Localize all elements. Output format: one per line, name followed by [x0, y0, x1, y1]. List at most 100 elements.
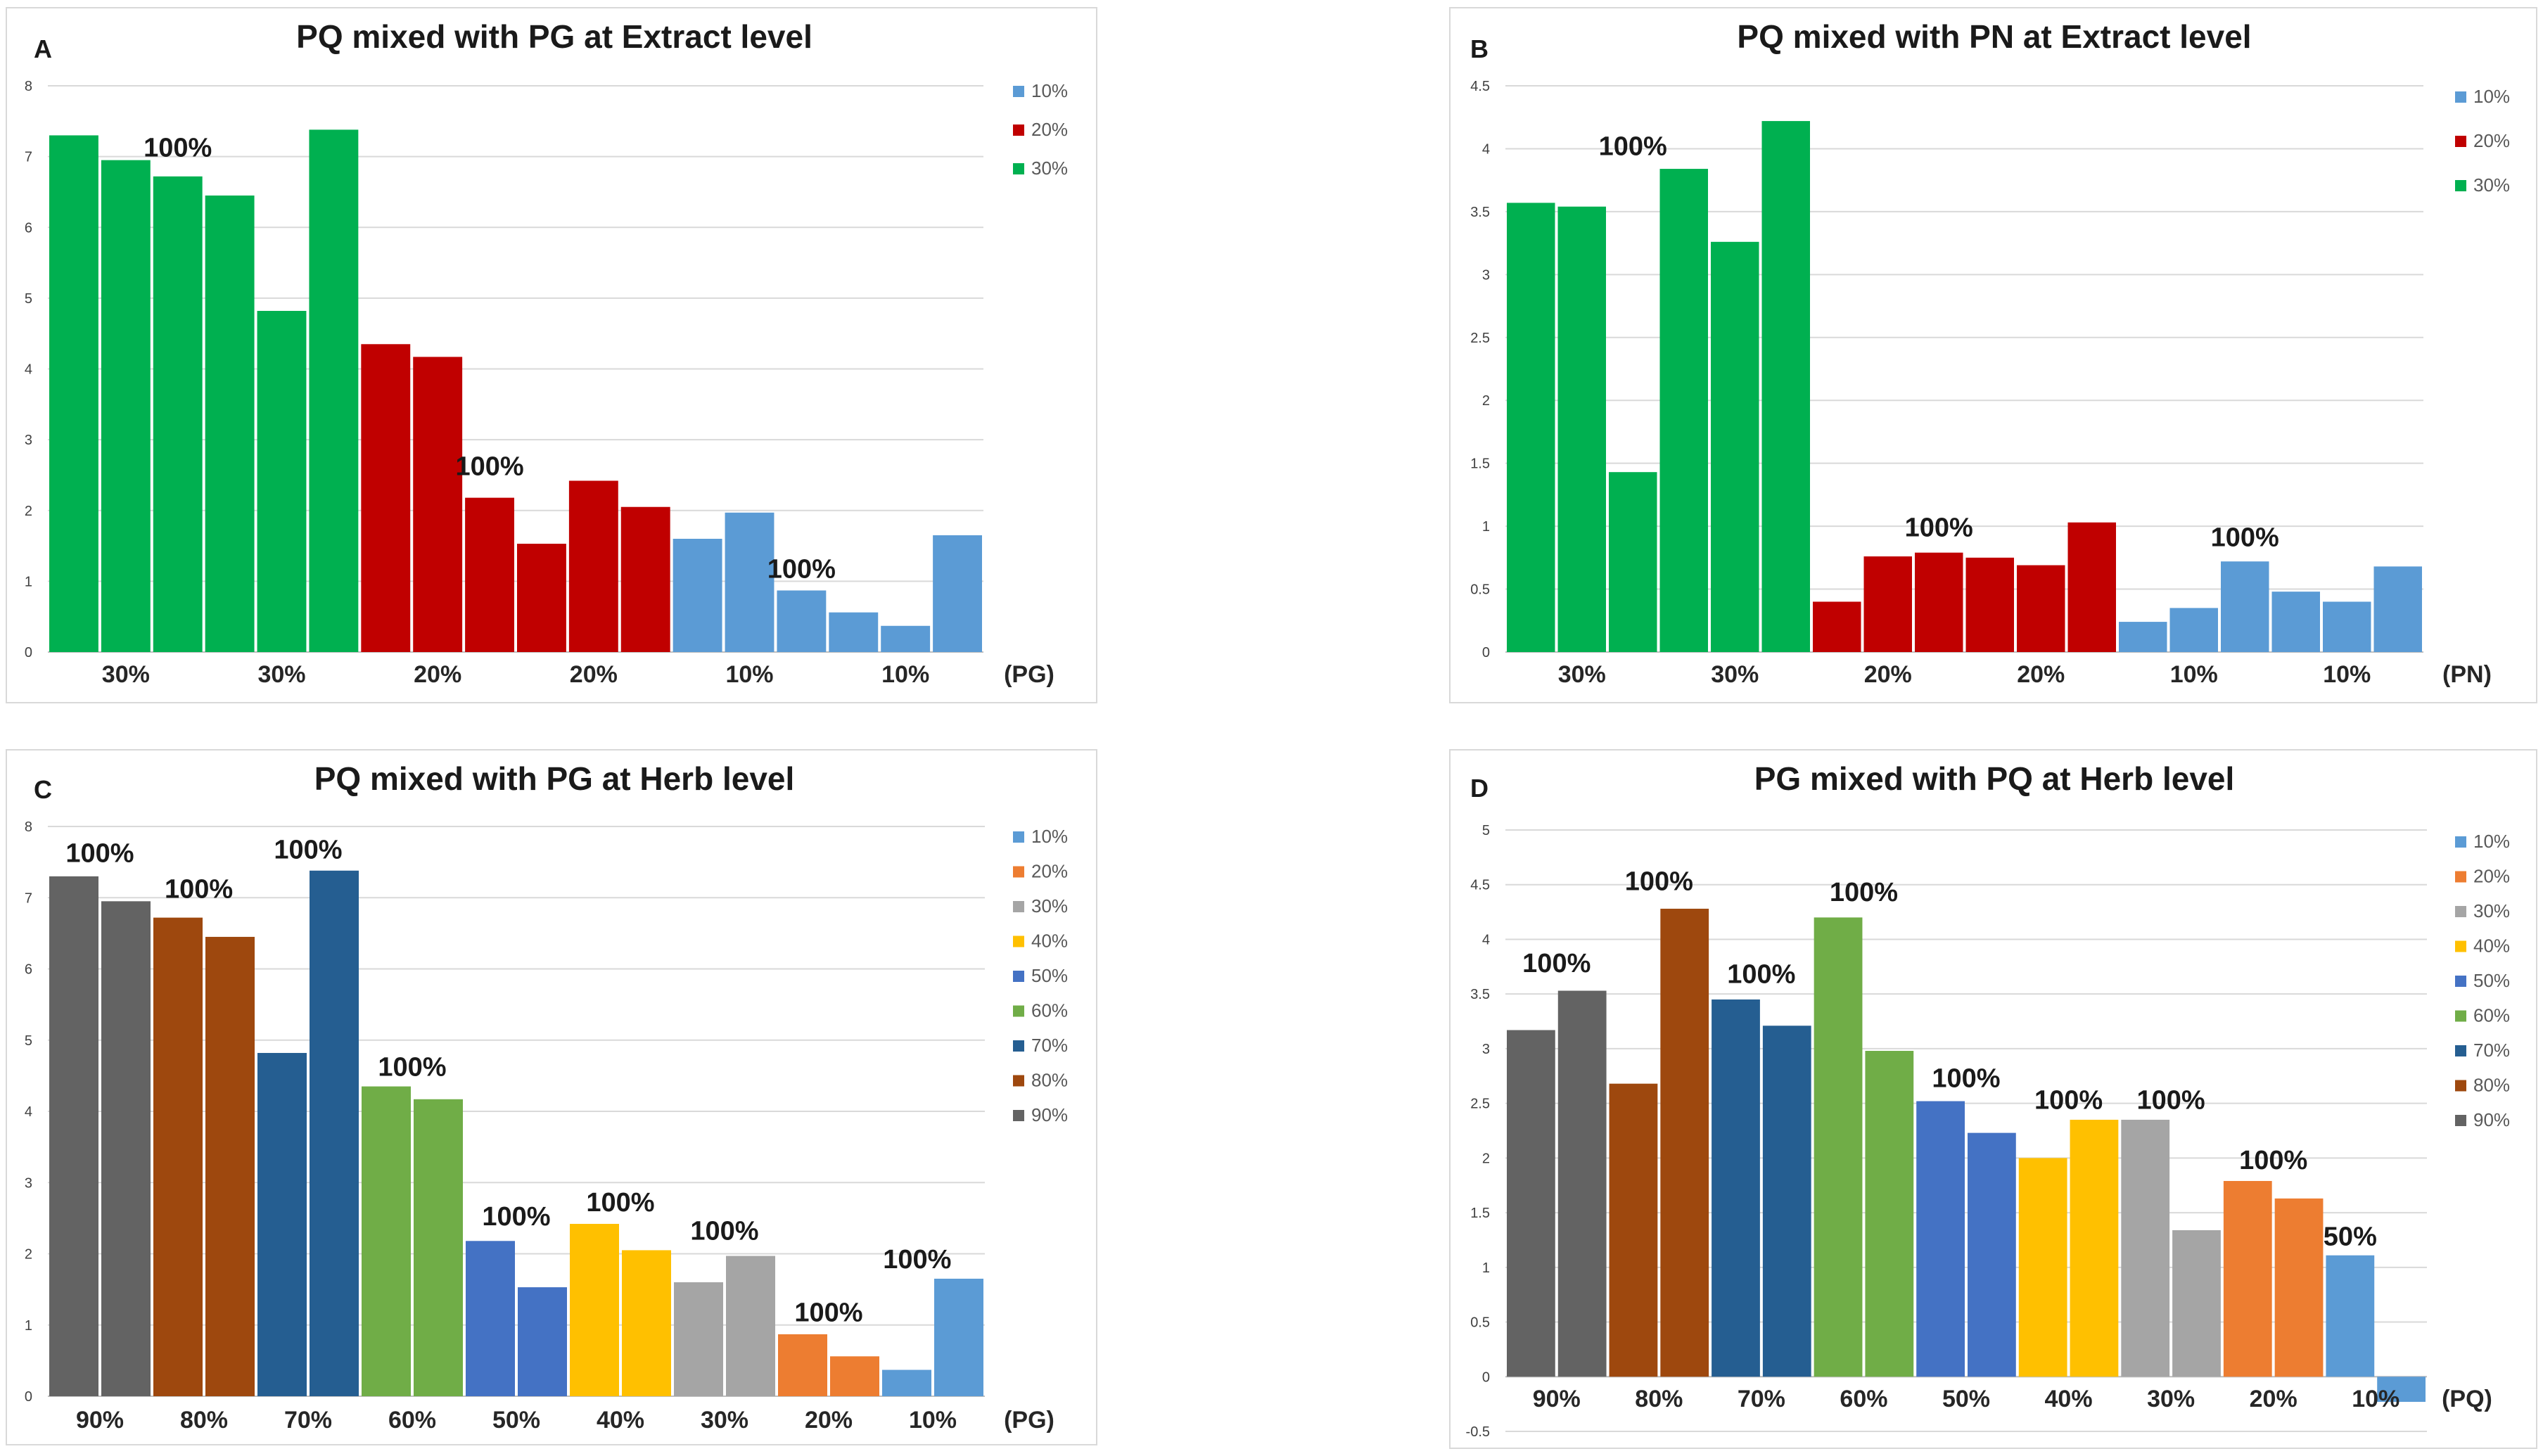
- bar: [1968, 1132, 2016, 1377]
- legend-label: 10%: [2473, 86, 2510, 107]
- bar: [568, 480, 618, 652]
- chart-svg-b: 0 0.5 1 1.5 2 2.5 3 3.5 4 4.5 30% 30% 20% 20% 10% 10% (P…: [1449, 7, 2537, 703]
- y-tick-label: 0: [25, 1389, 32, 1405]
- chart-title: PQ mixed with PN at Extract level: [1737, 18, 2251, 55]
- bar: [2373, 566, 2422, 652]
- bar: [1507, 1030, 1555, 1377]
- bar: [726, 1256, 775, 1396]
- x-tick-label: 90%: [1533, 1386, 1581, 1412]
- data-annotation: 100%: [2034, 1085, 2103, 1115]
- bar: [1865, 1051, 1914, 1377]
- bar: [2377, 1377, 2426, 1403]
- x-axis-suffix-label: (PG): [1004, 1407, 1054, 1433]
- x-axis-suffix-label: (PQ): [2442, 1386, 2492, 1412]
- legend-label: 90%: [2473, 1109, 2510, 1130]
- data-annotation: 100%: [274, 836, 342, 865]
- legend-swatch: [2455, 136, 2466, 147]
- y-tick-label: 5: [25, 291, 32, 307]
- panel-label: C: [34, 775, 52, 804]
- data-annotation: 100%: [1599, 132, 1667, 161]
- bar: [1813, 601, 1861, 652]
- y-tick-label: 1.5: [1470, 456, 1490, 472]
- x-tick-label: 20%: [2017, 661, 2065, 688]
- bar: [1965, 557, 2014, 652]
- bar: [518, 1287, 567, 1396]
- data-annotation: 100%: [1625, 867, 1693, 897]
- y-tick-label: 3: [25, 1175, 32, 1191]
- legend-swatch: [2455, 1010, 2466, 1022]
- legend-swatch: [1013, 866, 1024, 878]
- bar: [570, 1223, 619, 1396]
- legend-swatch: [1013, 163, 1024, 174]
- bar: [413, 357, 463, 652]
- data-annotation: 100%: [2211, 523, 2279, 553]
- legend-label: 50%: [1031, 965, 1068, 986]
- chart-panel-a: 0 1 2 3 4 5 6 7 8 30% 30% 20% 20% 10% 10% (PG) 100% 100% 1…: [6, 7, 1097, 703]
- y-tick-label: 2: [25, 1247, 32, 1263]
- chart-title: PQ mixed with PG at Herb level: [314, 760, 795, 797]
- data-annotation: 100%: [1830, 878, 1898, 907]
- bar: [1557, 990, 1607, 1377]
- bar: [725, 512, 775, 652]
- chart-title: PG mixed with PQ at Herb level: [1754, 760, 2235, 797]
- bar: [1761, 121, 1810, 653]
- x-tick-label: 70%: [284, 1407, 332, 1433]
- bar: [2121, 1119, 2170, 1377]
- data-annotation: 100%: [794, 1298, 862, 1328]
- legend-swatch: [1013, 1075, 1024, 1087]
- bar: [2271, 592, 2320, 652]
- chart-title: PQ mixed with PG at Extract level: [296, 18, 812, 55]
- y-tick-label: 1: [1482, 1260, 1490, 1276]
- x-tick-label: 50%: [1942, 1386, 1990, 1412]
- x-tick-label: 40%: [2045, 1386, 2093, 1412]
- y-tick-label: 1: [1482, 519, 1490, 535]
- x-tick-label: 20%: [805, 1407, 853, 1433]
- y-tick-label: 3.5: [1470, 987, 1490, 1002]
- bar: [2323, 601, 2371, 652]
- bar: [205, 936, 255, 1396]
- legend-label: 20%: [2473, 866, 2510, 887]
- data-annotation: 100%: [1522, 949, 1591, 978]
- data-annotation: 100%: [690, 1216, 758, 1246]
- legend-swatch: [2455, 976, 2466, 987]
- y-tick-label: 0.5: [1470, 1315, 1490, 1331]
- bar: [49, 876, 98, 1396]
- y-tick-label: 6: [25, 962, 32, 978]
- y-tick-label: 2: [1482, 393, 1490, 409]
- legend-label: 70%: [2473, 1040, 2510, 1061]
- data-annotation: 100%: [65, 839, 134, 869]
- bar: [620, 506, 670, 652]
- y-tick-label: 8: [25, 819, 32, 835]
- legend-label: 20%: [2473, 130, 2510, 151]
- y-tick-label: 5: [1482, 823, 1490, 838]
- data-annotation: 100%: [378, 1052, 446, 1082]
- x-tick-label: 10%: [725, 661, 773, 688]
- x-tick-label: 10%: [881, 661, 929, 688]
- bar: [777, 590, 827, 652]
- y-tick-label: 4: [1482, 932, 1490, 947]
- bar: [830, 1356, 879, 1396]
- bar: [517, 544, 566, 652]
- bar: [101, 901, 151, 1396]
- y-tick-label: 8: [25, 79, 32, 94]
- y-tick-label: 0: [1482, 1369, 1490, 1385]
- data-annotation: 100%: [1905, 513, 1973, 542]
- bar: [1609, 1083, 1658, 1377]
- panel-label: D: [1470, 774, 1489, 803]
- data-annotation: 100%: [2239, 1146, 2307, 1175]
- legend-label: 10%: [1031, 80, 1068, 101]
- y-tick-label: 4: [25, 1104, 32, 1120]
- bar: [1609, 472, 1657, 652]
- y-tick-label: 4.5: [1470, 878, 1490, 893]
- y-tick-label: 0: [1482, 645, 1490, 660]
- legend-label: 40%: [2473, 935, 2510, 957]
- legend-label: 20%: [1031, 119, 1068, 140]
- legend-label: 60%: [1031, 1000, 1068, 1021]
- legend-swatch: [1013, 971, 1024, 982]
- bar: [1762, 1026, 1811, 1377]
- legend-swatch: [1013, 86, 1024, 97]
- x-tick-label: 30%: [102, 661, 150, 688]
- chart-svg-c: 0 1 2 3 4 5 6 7 8 90% 80% 70% 60% 50% 40% 30% 20% 10% (PG)…: [6, 749, 1097, 1445]
- bar: [882, 1369, 931, 1396]
- bar: [881, 625, 931, 652]
